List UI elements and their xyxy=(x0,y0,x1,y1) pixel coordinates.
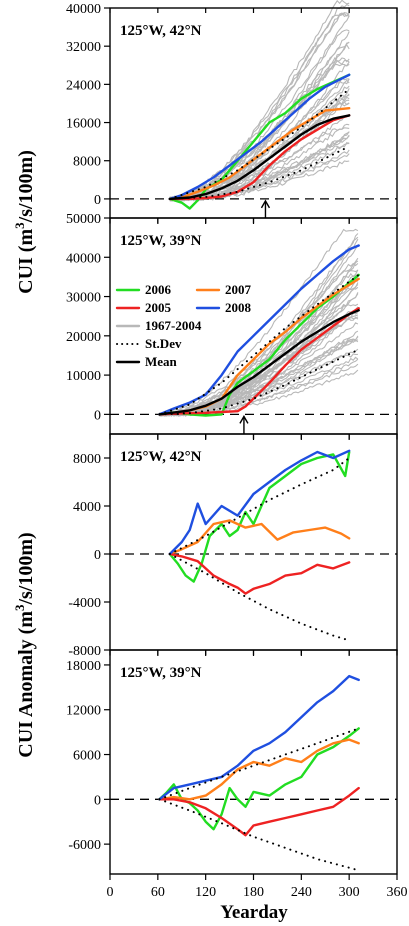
series-mean xyxy=(158,309,360,416)
x-tick-label: 0 xyxy=(107,885,114,900)
series-2008 xyxy=(168,449,351,556)
panel-label: 125°W, 39°N xyxy=(120,233,202,249)
x-tick-label: 360 xyxy=(387,885,408,900)
background-line xyxy=(159,228,359,416)
legend-label: 2007 xyxy=(225,282,252,297)
x-tick-label: 180 xyxy=(243,885,264,900)
series-2005 xyxy=(168,552,351,595)
x-tick-label: 300 xyxy=(339,885,360,900)
legend-label: 2006 xyxy=(145,282,172,297)
y-tick-label: 0 xyxy=(94,548,101,563)
legend-item-2007: 2007 xyxy=(195,282,252,297)
series-2008 xyxy=(168,73,351,201)
plot-frame xyxy=(109,433,398,651)
y-tick-label: 0 xyxy=(94,793,101,808)
y-tick-label: 24000 xyxy=(66,78,101,93)
series-2006 xyxy=(158,273,360,417)
series-2007 xyxy=(168,519,351,556)
legend-item-2005: 2005 xyxy=(115,300,172,315)
y-tick-label: 12000 xyxy=(66,704,101,719)
panel-label: 125°W, 42°N xyxy=(120,23,202,39)
legend-item-2006: 2006 xyxy=(115,282,172,297)
y-tick-label: 10000 xyxy=(66,369,101,384)
panel-b: 50000 40000 30000 20000 10000 0 125°W, 39°N xyxy=(66,212,398,440)
series-st-dev xyxy=(168,553,351,642)
panel-label: 125°W, 39°N xyxy=(120,665,202,681)
y-tick-label: 20000 xyxy=(66,330,101,345)
legend-item-2008: 2008 xyxy=(195,300,252,315)
legend-item-1967-2004: 1967-2004 xyxy=(115,318,202,333)
onset-arrow xyxy=(239,414,249,434)
y-tick-label: 40000 xyxy=(66,251,101,266)
y-tick-label: 40000 xyxy=(66,2,101,17)
y-tick-label: -6000 xyxy=(68,838,101,853)
x-axis-label: Yearday xyxy=(220,902,288,923)
y-tick-label: 50000 xyxy=(66,212,101,227)
y-tick-label: 4000 xyxy=(73,500,101,515)
ylabel-lower: CUI Anomaly (m3/s/100m) xyxy=(12,532,37,757)
onset-arrow xyxy=(260,199,271,218)
y-tick-label: 6000 xyxy=(73,749,101,764)
series-st-dev xyxy=(168,145,351,200)
y-tick-label: 30000 xyxy=(66,291,101,306)
panel-a: 40000 32000 24000 16000 8000 0 125°W, 42°N xyxy=(66,0,398,224)
y-tick-label: 0 xyxy=(94,193,101,208)
legend-item-mean: Mean xyxy=(115,354,178,369)
y-tick-label: 18000 xyxy=(66,659,101,674)
y-tick-label: 32000 xyxy=(66,40,101,55)
x-tick-label: 120 xyxy=(195,885,216,900)
series-2006 xyxy=(168,73,351,210)
series-2005 xyxy=(158,307,360,416)
ylabel-lower-text: CUI Anomaly (m3/s/100m) xyxy=(12,532,37,757)
series-2008 xyxy=(158,674,360,801)
y-tick-label: 8000 xyxy=(73,452,101,467)
panel-label: 125°W, 42°N xyxy=(120,449,202,465)
series-2007 xyxy=(158,738,360,801)
x-tick-label: 240 xyxy=(291,885,312,900)
y-tick-label: -8000 xyxy=(68,644,101,659)
series-mean xyxy=(168,114,351,201)
series-st-dev xyxy=(168,457,351,555)
series-st-dev xyxy=(158,273,360,416)
x-tick-label: 60 xyxy=(151,885,165,900)
y-tick-label: 0 xyxy=(94,408,101,423)
ylabel-upper: CUI (m3/s/100m) xyxy=(12,150,37,294)
legend-item-st-dev: St.Dev xyxy=(116,336,182,351)
legend: 2006 2007 2005 2008 1967-2004 St.Dev Mean xyxy=(115,282,252,369)
series-st-dev xyxy=(158,348,360,416)
panel-d: 18000 12000 6000 0 -6000 0 60 120 180 240 300 360 12… xyxy=(66,649,408,900)
legend-label: St.Dev xyxy=(145,336,182,351)
y-tick-label: -4000 xyxy=(68,596,101,611)
series-2008 xyxy=(158,244,360,416)
series-2005 xyxy=(158,786,360,837)
series-2005 xyxy=(168,114,351,201)
ylabel-upper-text: CUI (m3/s/100m) xyxy=(12,150,37,294)
panel-c: 8000 4000 0 -4000 -8000 125°W, 42°N xyxy=(68,433,398,659)
legend-label: 2008 xyxy=(225,300,252,315)
legend-label: 1967-2004 xyxy=(145,318,202,333)
series-2006 xyxy=(158,727,360,831)
y-tick-label: 16000 xyxy=(66,117,101,132)
series-2006 xyxy=(168,450,351,583)
legend-label: 2005 xyxy=(145,300,172,315)
y-tick-label: 8000 xyxy=(73,155,101,170)
series-st-dev xyxy=(158,798,360,872)
legend-label: Mean xyxy=(145,354,178,369)
